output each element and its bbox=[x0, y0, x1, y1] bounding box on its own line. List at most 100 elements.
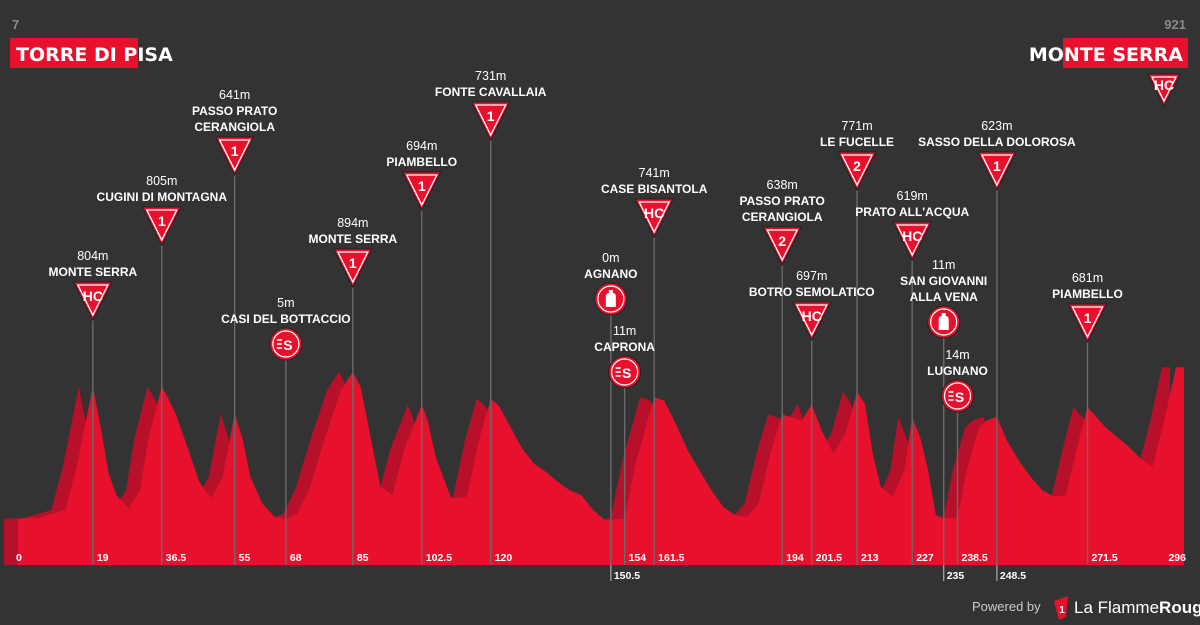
km-tick-label: 19 bbox=[97, 552, 109, 564]
waypoint-altitude: 11m bbox=[613, 324, 636, 338]
climb-marker-icon: 1 bbox=[977, 151, 1017, 192]
waypoint-name: CAPRONA bbox=[594, 340, 655, 354]
waypoint-altitude: 11m bbox=[932, 258, 955, 272]
climb-marker-icon: 1 bbox=[1067, 303, 1108, 344]
marker-ring bbox=[930, 308, 958, 336]
climb-marker-icon: HC bbox=[791, 301, 832, 342]
climb-marker-icon: 1 bbox=[333, 248, 373, 289]
bottle-icon bbox=[605, 290, 616, 307]
sprint-marker-icon: S bbox=[608, 355, 642, 389]
waypoint-altitude: 641m bbox=[219, 88, 250, 102]
waypoint-altitude: 14m bbox=[945, 348, 969, 362]
climb-triangle bbox=[762, 226, 803, 267]
km-tick-label: 235 bbox=[947, 570, 965, 582]
waypoint-name: PIAMBELLO bbox=[1052, 287, 1123, 301]
climb-category: HC bbox=[83, 288, 103, 304]
climb-marker-icon: HC bbox=[892, 221, 933, 262]
brand-main: Flamme bbox=[1098, 598, 1159, 617]
climb-category: 1 bbox=[487, 108, 495, 124]
climb-triangle-inner bbox=[218, 139, 251, 172]
climb-triangle-inner bbox=[336, 251, 369, 284]
waypoint-name: MONTE SERRA bbox=[308, 232, 397, 246]
brand-prefix: La bbox=[1074, 598, 1098, 617]
waypoint-name: FONTE CAVALLAIA bbox=[435, 85, 547, 99]
climb-category: 1 bbox=[993, 158, 1001, 174]
km-tick-label: 36.5 bbox=[166, 552, 187, 564]
sprint-glyph: S bbox=[955, 389, 964, 405]
km-tick-label: 150.5 bbox=[614, 570, 640, 582]
powered-by-label: Powered by bbox=[972, 599, 1041, 614]
waypoint-altitude: 681m bbox=[1072, 271, 1103, 285]
climb-marker-icon: 1 bbox=[214, 136, 255, 177]
waypoint-name: PASSO PRATO bbox=[740, 194, 825, 208]
marker-ring bbox=[611, 358, 639, 386]
km-tick-label: 55 bbox=[239, 552, 251, 564]
finish-title-box bbox=[1063, 38, 1188, 68]
waypoint-name: CASE BISANTOLA bbox=[601, 182, 708, 196]
climb-triangle-inner bbox=[980, 154, 1013, 187]
climb-triangle-inner bbox=[76, 284, 109, 317]
climb-triangle-inner bbox=[896, 224, 929, 257]
waypoint-altitude: 0m bbox=[602, 251, 619, 265]
waypoint-name: CERANGIOLA bbox=[742, 210, 823, 224]
waypoint-altitude: 638m bbox=[767, 178, 798, 192]
climb-triangle-inner bbox=[766, 229, 799, 262]
waypoint-name: PIAMBELLO bbox=[386, 155, 457, 169]
marker-circle bbox=[608, 355, 642, 389]
waypoint-name: LUGNANO bbox=[927, 364, 988, 378]
waypoint-name: ALLA VENA bbox=[910, 290, 979, 304]
start-header: 7 TORRE DI PISA bbox=[10, 17, 173, 68]
climb-triangle-inner bbox=[474, 104, 507, 137]
km-tick-label: 0 bbox=[16, 552, 22, 564]
waypoint-name: MONTE SERRA bbox=[49, 265, 138, 279]
brand-suffix: Rouge bbox=[1159, 598, 1200, 617]
climb-marker-icon: 1 bbox=[470, 101, 511, 142]
km-tick-label: 248.5 bbox=[1000, 570, 1026, 582]
climb-triangle bbox=[791, 301, 832, 342]
climb-triangle bbox=[214, 136, 255, 177]
waypoint-altitude: 5m bbox=[277, 296, 294, 310]
start-title-box bbox=[10, 38, 138, 68]
climb-marker-icon: 1 bbox=[401, 171, 442, 212]
finish-altitude: 921 bbox=[1164, 17, 1186, 32]
climb-marker-icon: 2 bbox=[837, 151, 877, 192]
km-tick-label: 238.5 bbox=[961, 552, 987, 564]
waypoint-altitude: 694m bbox=[406, 139, 437, 153]
waypoint-altitude: 623m bbox=[981, 119, 1012, 133]
profile-front-layer bbox=[18, 367, 1184, 565]
km-tick-label: 68 bbox=[290, 552, 302, 564]
km-tick-label: 120 bbox=[495, 552, 513, 564]
marker-ring bbox=[272, 330, 300, 358]
climb-triangle bbox=[333, 248, 373, 289]
start-altitude: 7 bbox=[12, 17, 19, 32]
km-tick-label: 296 bbox=[1168, 552, 1186, 564]
waypoint-name: PRATO ALL'ACQUA bbox=[855, 205, 969, 219]
finish-hc-icon: HC bbox=[1147, 73, 1181, 108]
marker-circle bbox=[269, 327, 303, 361]
climb-triangle-inner bbox=[405, 174, 438, 207]
climb-category: 2 bbox=[778, 233, 786, 249]
finish-category: HC bbox=[1154, 77, 1174, 93]
climb-category: HC bbox=[644, 205, 664, 221]
waypoint-name: BOTRO SEMOLATICO bbox=[749, 285, 875, 299]
climb-triangle-inner bbox=[638, 201, 671, 234]
climb-triangle bbox=[141, 206, 182, 247]
sprint-glyph: S bbox=[283, 337, 292, 353]
climb-category: 1 bbox=[418, 178, 426, 194]
km-tick-label: 201.5 bbox=[816, 552, 842, 564]
km-tick-label: 271.5 bbox=[1091, 552, 1117, 564]
km-tick-label: 154 bbox=[629, 552, 647, 564]
waypoint-altitude: 731m bbox=[475, 69, 506, 83]
waypoint-name: AGNANO bbox=[584, 267, 637, 281]
waypoint-altitude: 805m bbox=[146, 174, 177, 188]
climb-triangle bbox=[837, 151, 877, 192]
climb-triangle bbox=[1067, 303, 1108, 344]
waypoint-altitude: 697m bbox=[796, 269, 827, 283]
climb-marker-icon: 1 bbox=[141, 206, 182, 247]
climb-triangle bbox=[73, 281, 113, 322]
waypoint-name: SASSO DELLA DOLOROSA bbox=[918, 135, 1076, 149]
climb-triangle-inner bbox=[840, 154, 874, 187]
waypoint-altitude: 894m bbox=[337, 216, 368, 230]
flamme-rouge-logo-icon: 1 bbox=[1054, 596, 1068, 620]
